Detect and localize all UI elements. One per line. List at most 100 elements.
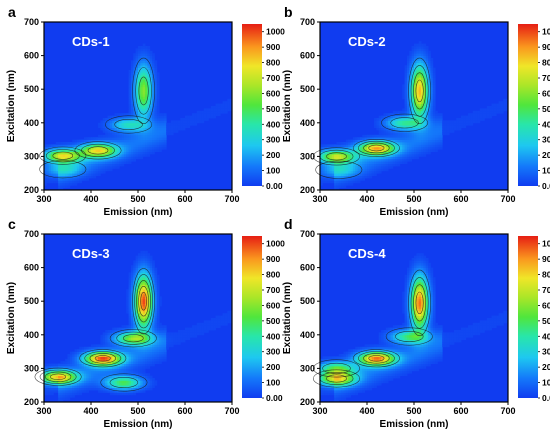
contour-ring: [135, 67, 152, 115]
contour-ring: [322, 362, 351, 374]
contour-ring: [50, 373, 67, 381]
contour-ring: [140, 291, 147, 311]
contour-ring: [132, 57, 155, 125]
x-tick-label: 300: [312, 194, 327, 204]
colorbar-label: 1000: [542, 239, 550, 249]
contour-ring: [114, 119, 143, 131]
x-tick-label: 700: [500, 406, 515, 416]
colorbar-label: 100: [542, 378, 550, 388]
y-tick-label: 700: [24, 17, 39, 27]
panel-c: 300 400 500 600 700200300400500600700Emissio…: [6, 216, 285, 430]
colorbar-label: 0.00: [542, 181, 550, 191]
panel-title: CDs-4: [348, 246, 386, 261]
contour-ring: [358, 351, 395, 366]
y-tick-label: 400: [24, 118, 39, 128]
colorbar-label: 0.00: [266, 181, 283, 191]
contour-ring: [352, 139, 400, 158]
y-tick-label: 200: [300, 397, 315, 407]
contour-ring: [315, 160, 363, 179]
contour-ring: [138, 76, 149, 106]
x-tick-label: 500: [406, 194, 421, 204]
contour-ring: [413, 284, 426, 322]
colorbar-label: 500: [266, 104, 280, 114]
panel-letter: d: [284, 216, 293, 232]
colorbar-label: 0.00: [542, 393, 550, 403]
y-tick-label: 600: [24, 51, 39, 61]
colorbar: 1000 900 800 700 600 500 400 300 200 100 0.00: [242, 236, 285, 403]
colorbar-label: 0.00: [266, 393, 283, 403]
contour-ring: [138, 285, 149, 317]
y-tick-label: 400: [300, 118, 315, 128]
colorbar-label: 500: [542, 316, 550, 326]
y-tick-label: 600: [300, 263, 315, 273]
contour-ring: [410, 277, 429, 329]
contour-ring: [52, 151, 74, 160]
contour-ring: [408, 269, 431, 337]
colorbar-label: 600: [542, 300, 550, 310]
colorbar-gradient: [242, 236, 262, 398]
x-axis-title: Emission (nm): [380, 419, 449, 430]
colorbar-gradient: [242, 24, 262, 186]
contour-ring: [39, 160, 87, 179]
contour-ring: [326, 152, 347, 161]
contour-ring: [116, 331, 151, 345]
x-tick-label: 600: [177, 406, 192, 416]
contour-ring: [415, 291, 424, 315]
y-tick-label: 300: [300, 363, 315, 373]
panel-d: 300 400 500 600 700200300400500600700Emissio…: [282, 216, 550, 430]
y-tick-label: 400: [24, 330, 39, 340]
y-tick-label: 700: [300, 17, 315, 27]
contour-ring: [413, 72, 426, 110]
contour-ring: [87, 146, 109, 155]
colorbar-label: 100: [266, 166, 280, 176]
contour-lines: [34, 268, 157, 392]
colorbar-label: 300: [266, 135, 280, 145]
colorbar-label: 900: [542, 42, 550, 52]
colorbar-label: 700: [542, 73, 550, 83]
contour-ring: [408, 57, 431, 125]
colorbar-label: 200: [542, 362, 550, 372]
colorbar-label: 300: [542, 135, 550, 145]
x-axis-title: Emission (nm): [104, 419, 173, 430]
y-tick-label: 500: [24, 296, 39, 306]
colorbar-label: 600: [266, 300, 280, 310]
y-axis-title: Excitation (nm): [6, 70, 17, 142]
y-tick-label: 200: [24, 185, 39, 195]
contour-ring: [94, 355, 111, 362]
x-tick-label: 500: [130, 406, 145, 416]
contour-ring: [363, 142, 390, 154]
colorbar-label: 300: [266, 347, 280, 357]
y-tick-label: 700: [300, 229, 315, 239]
x-tick-label: 300: [36, 194, 51, 204]
colorbar-label: 500: [542, 104, 550, 114]
colorbar-label: 400: [542, 119, 550, 129]
colorbar-label: 1000: [542, 27, 550, 37]
colorbar-gradient: [518, 236, 538, 398]
colorbar-gradient: [518, 24, 538, 186]
contour-ring: [44, 371, 72, 383]
x-tick-label: 300: [312, 406, 327, 416]
y-axis-title: Excitation (nm): [282, 70, 293, 142]
contour-ring: [34, 367, 82, 386]
x-tick-label: 600: [453, 406, 468, 416]
colorbar-label: 900: [542, 254, 550, 264]
contour-ring: [136, 280, 151, 323]
y-tick-label: 300: [24, 363, 39, 373]
y-tick-label: 700: [24, 229, 39, 239]
y-tick-label: 200: [24, 397, 39, 407]
panel-letter: c: [8, 216, 16, 232]
colorbar-label: 200: [266, 150, 280, 160]
x-tick-label: 500: [406, 406, 421, 416]
contour-ring: [363, 353, 390, 364]
panel-title: CDs-1: [72, 34, 110, 49]
contour-ring: [81, 143, 115, 157]
contour-ring: [109, 377, 139, 389]
y-tick-label: 300: [24, 151, 39, 161]
colorbar-label: 500: [266, 316, 280, 326]
panel-letter: a: [8, 4, 16, 20]
x-tick-label: 700: [224, 194, 239, 204]
contour-ring: [132, 268, 155, 335]
contour-ring: [39, 146, 87, 165]
contour-ring: [312, 369, 361, 388]
contour-ring: [39, 369, 77, 384]
